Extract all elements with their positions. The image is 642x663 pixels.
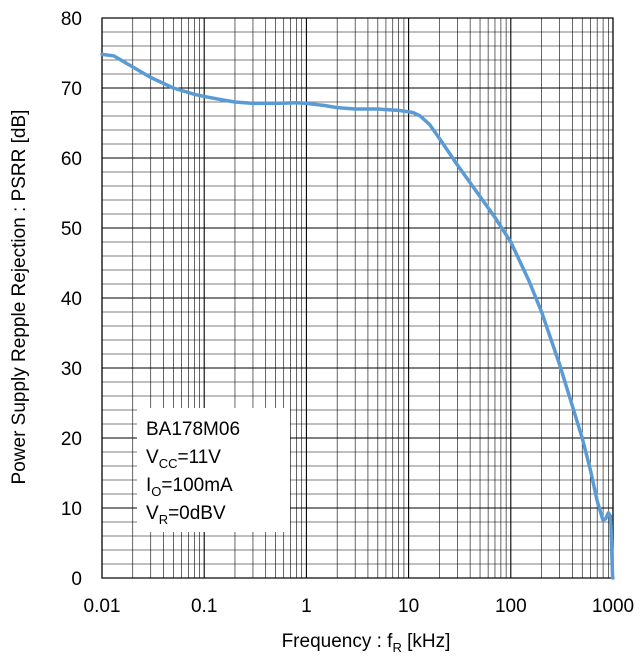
- y-tick-label: 60: [61, 149, 82, 170]
- x-tick-label: 0.01: [84, 596, 121, 617]
- y-tick-labels: 0 10 20 30 40 50 60 70 80: [61, 9, 82, 590]
- x-tick-label: 1: [301, 596, 312, 617]
- condition-annotation: BA178M06 VCC=11V IO=100mA VR=0dBV: [137, 408, 290, 532]
- y-tick-label: 80: [61, 9, 82, 30]
- psrr-curve: [100, 52, 615, 580]
- y-tick-label: 20: [61, 429, 82, 450]
- y-tick-label: 50: [61, 219, 82, 240]
- y-tick-label: 40: [61, 289, 82, 310]
- annotation-vr: VR=0dBV: [146, 503, 226, 527]
- y-tick-label: 10: [61, 499, 82, 520]
- annotation-device: BA178M06: [146, 419, 240, 440]
- x-tick-labels: 0.01 0.1 1 10 100 1000: [84, 596, 635, 617]
- annotation-vcc: VCC=11V: [146, 447, 221, 471]
- y-tick-label: 0: [71, 569, 82, 590]
- y-tick-label: 70: [61, 79, 82, 100]
- annotation-background: [137, 408, 290, 532]
- y-axis-label: Power Supply Repple Rejection : PSRR [dB…: [9, 110, 30, 485]
- x-tick-label: 0.1: [191, 596, 217, 617]
- x-tick-label: 100: [495, 596, 527, 617]
- x-axis-label: Frequency : fR [kHz]: [282, 631, 451, 655]
- plot-frame: [101, 17, 614, 579]
- x-tick-label: 10: [398, 596, 419, 617]
- annotation-io: IO=100mA: [146, 475, 233, 499]
- x-tick-label: 1000: [592, 596, 634, 617]
- y-tick-label: 30: [61, 359, 82, 380]
